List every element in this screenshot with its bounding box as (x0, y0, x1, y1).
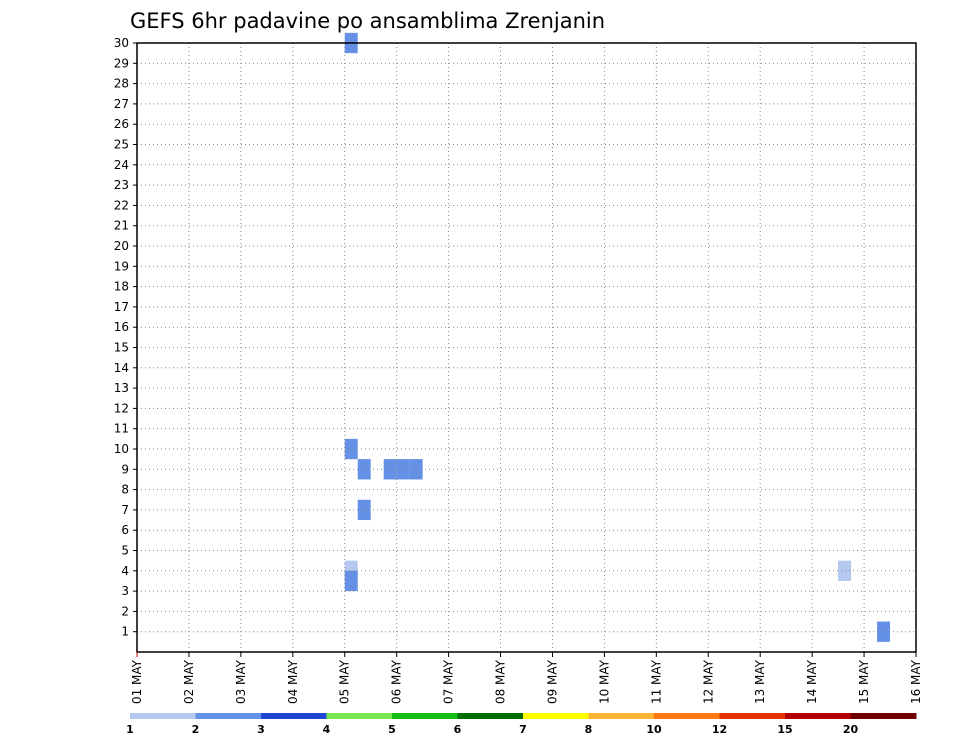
grid-lines (137, 42, 916, 652)
y-tick-label: 5 (121, 544, 129, 558)
y-tick-label: 14 (114, 361, 129, 375)
y-tick-label: 27 (114, 97, 129, 111)
x-tick-label: 07 MAY (442, 659, 456, 704)
y-tick-label: 9 (121, 462, 129, 476)
data-cell (383, 459, 397, 480)
colorbar-swatch (261, 713, 327, 719)
x-tick-label: 15 MAY (857, 659, 871, 704)
colorbar-label: 20 (843, 723, 859, 736)
data-cell (344, 570, 358, 592)
colorbar-swatch (523, 713, 589, 719)
x-tick-label: 13 MAY (753, 659, 767, 704)
y-tick-label: 25 (114, 138, 129, 152)
y-tick-label: 8 (121, 483, 129, 497)
colorbar-swatch (654, 713, 720, 719)
data-cell (357, 499, 371, 521)
y-tick-label: 10 (114, 442, 129, 456)
colorbar-label: 5 (388, 723, 396, 736)
colorbar: 1 2 3 4 5 6 7 8 10 12 15 20 (126, 713, 917, 736)
data-cell (357, 459, 371, 480)
y-tick-label: 3 (121, 584, 129, 598)
colorbar-swatch (719, 713, 786, 719)
y-tick-label: 6 (121, 523, 129, 537)
y-tick-label: 2 (121, 604, 129, 618)
colorbar-label: 7 (519, 723, 527, 736)
x-tick-label: 11 MAY (649, 659, 663, 704)
colorbar-swatch (588, 713, 655, 719)
colorbar-swatch (195, 713, 262, 719)
y-tick-label: 17 (114, 300, 129, 314)
y-tick-label: 24 (114, 158, 129, 172)
colorbar-label: 12 (712, 723, 727, 736)
colorbar-label: 15 (777, 723, 792, 736)
colorbar-label: 6 (454, 723, 462, 736)
colorbar-swatch (850, 713, 917, 719)
y-tick-label: 21 (114, 219, 129, 233)
y-axis: 1234567891011121314151617181920212223242… (114, 36, 137, 639)
x-tick-label: 03 MAY (234, 659, 248, 704)
x-tick-label: 04 MAY (286, 659, 300, 704)
colorbar-swatch (326, 713, 393, 719)
y-tick-label: 29 (114, 56, 129, 70)
x-tick-label: 02 MAY (182, 659, 196, 704)
y-tick-label: 15 (114, 341, 129, 355)
x-tick-label: 08 MAY (494, 659, 508, 704)
colorbar-label: 2 (192, 723, 200, 736)
x-tick-label: 16 MAY (909, 659, 923, 704)
y-tick-label: 28 (114, 77, 129, 91)
colorbar-swatch (457, 713, 524, 719)
colorbar-label: 4 (323, 723, 331, 736)
colorbar-swatch (392, 713, 458, 719)
y-tick-label: 23 (114, 178, 129, 192)
y-tick-label: 19 (114, 259, 129, 273)
colorbar-label: 8 (585, 723, 593, 736)
x-tick-label: 14 MAY (805, 659, 819, 704)
x-tick-label: 10 MAY (597, 659, 611, 704)
data-cell (409, 459, 423, 480)
y-tick-label: 1 (121, 625, 129, 639)
x-tick-label: 01 MAY (130, 659, 144, 704)
chart-title: GEFS 6hr padavine po ansamblima Zrenjani… (130, 9, 605, 33)
y-tick-label: 13 (114, 381, 129, 395)
data-cell (396, 459, 410, 480)
colorbar-label: 10 (646, 723, 662, 736)
colorbar-label: 1 (126, 723, 134, 736)
data-cell (877, 621, 891, 642)
colorbar-swatch (785, 713, 851, 719)
y-tick-label: 22 (114, 198, 129, 212)
y-tick-label: 7 (121, 503, 129, 517)
y-tick-label: 20 (114, 239, 129, 253)
y-tick-label: 16 (114, 320, 129, 334)
x-tick-label: 12 MAY (701, 659, 715, 704)
y-tick-label: 30 (114, 36, 129, 50)
y-tick-label: 12 (114, 401, 129, 415)
data-cell (344, 438, 358, 460)
x-tick-label: 05 MAY (338, 659, 352, 704)
x-tick-label: 06 MAY (390, 659, 404, 704)
x-tick-label: 09 MAY (545, 659, 559, 704)
colorbar-swatch (130, 713, 196, 719)
y-tick-label: 4 (121, 564, 129, 578)
y-tick-label: 11 (114, 422, 129, 436)
data-cell (838, 560, 852, 581)
y-tick-label: 26 (114, 117, 129, 131)
y-tick-label: 18 (114, 280, 129, 294)
x-axis: 01 MAY 02 MAY 03 MAY 04 MAY 05 MAY 06 MAY 07 M… (130, 652, 923, 704)
colorbar-label: 3 (257, 723, 265, 736)
